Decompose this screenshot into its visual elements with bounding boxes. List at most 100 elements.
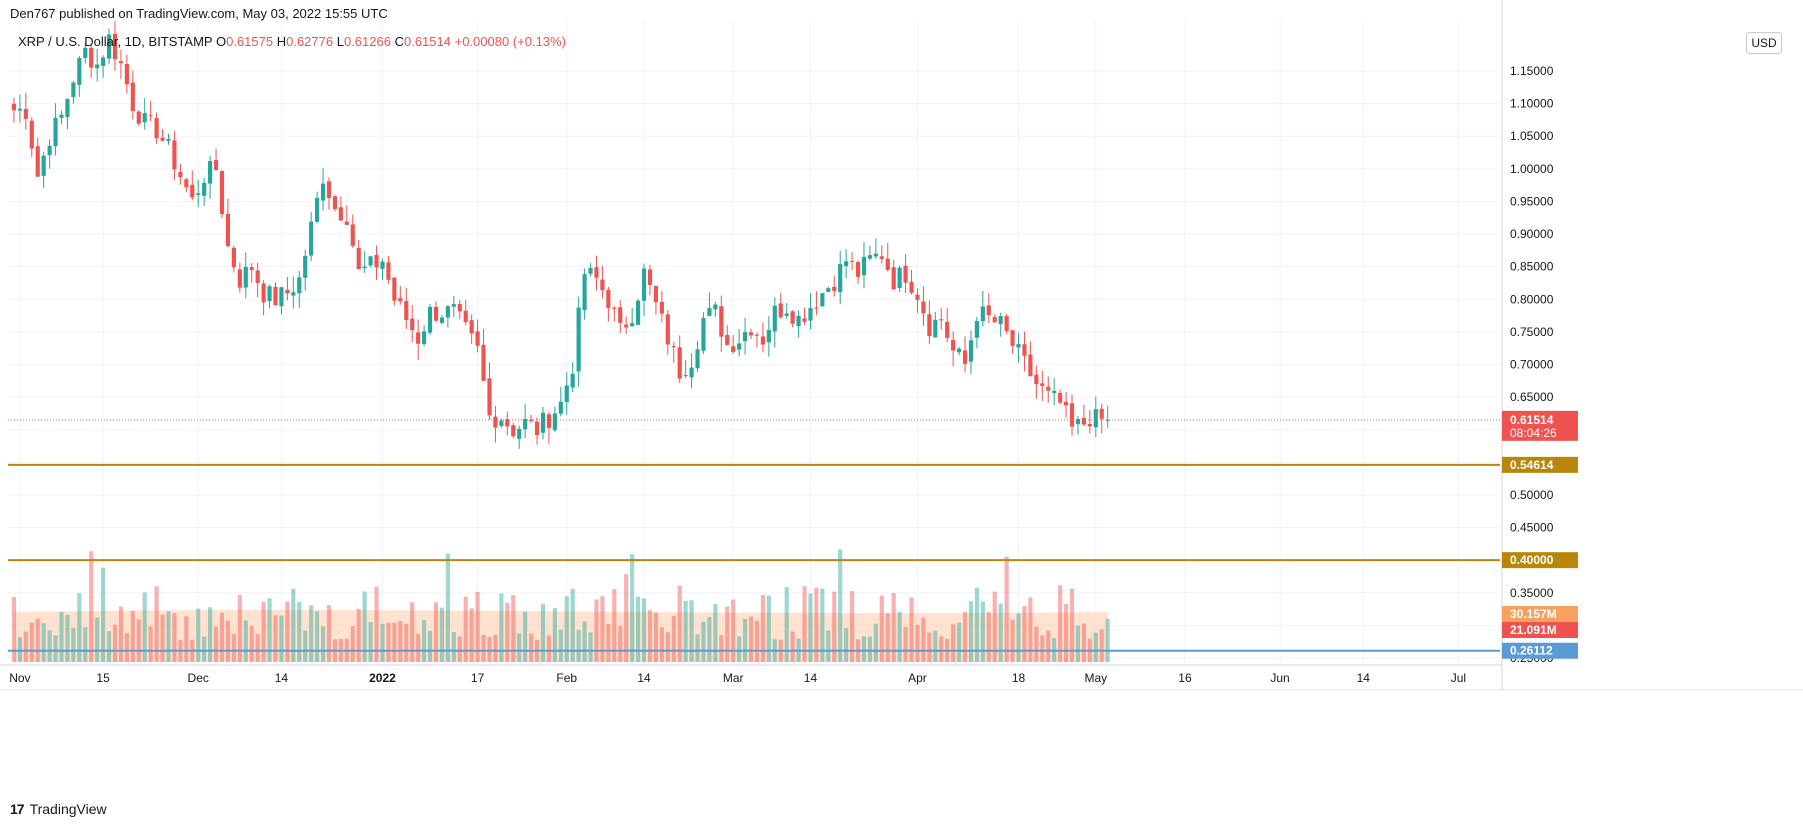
footer-brand[interactable]: TradingView bbox=[29, 801, 107, 817]
volume-bar bbox=[861, 636, 867, 662]
candle-body bbox=[933, 319, 938, 338]
price-tick-label: 0.65000 bbox=[1510, 390, 1554, 404]
volume-bar bbox=[594, 599, 599, 662]
volume-bar bbox=[974, 587, 979, 662]
price-tick-label: 0.90000 bbox=[1510, 227, 1554, 241]
close-value: 0.61514 bbox=[403, 34, 451, 49]
volume-bar bbox=[867, 636, 872, 662]
price-tick-label: 0.75000 bbox=[1510, 325, 1554, 339]
volume-bar bbox=[885, 613, 890, 662]
candle-body bbox=[784, 313, 789, 316]
volume-bar bbox=[766, 595, 771, 662]
volume-bar bbox=[71, 627, 76, 662]
candle-body bbox=[404, 301, 409, 320]
volume-bar bbox=[1093, 632, 1098, 662]
volume-bar bbox=[89, 551, 94, 662]
volume-bar bbox=[481, 634, 486, 662]
candle-body bbox=[962, 350, 968, 364]
candle-body bbox=[618, 307, 623, 323]
volume-bar bbox=[1034, 626, 1039, 662]
candle-body bbox=[315, 197, 320, 222]
time-tick-label: Jun bbox=[1270, 671, 1289, 685]
candle-body bbox=[909, 281, 914, 293]
volume-bar bbox=[1028, 597, 1033, 662]
time-tick-label: 14 bbox=[804, 671, 818, 685]
high-value: 0.62776 bbox=[286, 34, 334, 49]
candle-body bbox=[796, 316, 801, 327]
tradingview-logo-icon[interactable]: 17 bbox=[10, 801, 25, 817]
candle-body bbox=[748, 332, 754, 336]
volume-bar bbox=[1105, 618, 1110, 662]
volume-bar bbox=[695, 634, 700, 662]
volume-bar bbox=[1075, 625, 1081, 662]
time-tick-label: Apr bbox=[908, 671, 927, 685]
candle-body bbox=[1058, 392, 1063, 403]
candle-body bbox=[225, 213, 231, 247]
volume-bar bbox=[921, 617, 926, 662]
candle-body bbox=[630, 323, 635, 327]
candle-body bbox=[89, 47, 94, 68]
candle-body bbox=[261, 283, 266, 303]
candle-body bbox=[588, 267, 593, 274]
candle-body bbox=[202, 182, 207, 196]
candle-body bbox=[469, 320, 474, 334]
currency-button[interactable]: USD bbox=[1746, 32, 1782, 54]
candle-body bbox=[832, 286, 837, 291]
candle-body bbox=[338, 207, 343, 221]
volume-bar bbox=[612, 589, 617, 662]
candle-body bbox=[540, 412, 546, 433]
volume-bar bbox=[41, 623, 46, 662]
candle-body bbox=[505, 419, 510, 427]
candle-body bbox=[844, 261, 849, 267]
candle-body bbox=[243, 266, 248, 288]
candle-body bbox=[606, 289, 611, 308]
time-tick-label: 18 bbox=[1012, 671, 1026, 685]
volume-bar bbox=[546, 635, 552, 662]
time-tick-label: Feb bbox=[556, 671, 577, 685]
candle-body bbox=[136, 111, 141, 124]
candle-body bbox=[350, 224, 355, 246]
candle-body bbox=[11, 103, 17, 111]
candle-body bbox=[190, 184, 195, 198]
candle-body bbox=[166, 138, 171, 141]
candle-body bbox=[160, 137, 165, 141]
low-value: 0.61266 bbox=[343, 34, 391, 49]
candle-body bbox=[255, 270, 260, 284]
volume-bar bbox=[1058, 585, 1063, 662]
candle-body bbox=[439, 317, 445, 323]
volume-bar bbox=[903, 626, 908, 662]
volume-bar bbox=[832, 591, 837, 662]
volume-bar bbox=[511, 595, 516, 662]
candle-body bbox=[1046, 386, 1051, 391]
candle-body bbox=[1040, 383, 1045, 386]
time-tick-label: Mar bbox=[723, 671, 744, 685]
candle-body bbox=[737, 343, 742, 350]
volume-bar bbox=[315, 611, 320, 662]
candle-body bbox=[1016, 344, 1021, 348]
volume-bar bbox=[849, 591, 855, 662]
volume-bar bbox=[427, 630, 433, 662]
candle-body bbox=[285, 289, 290, 294]
time-tick-label: 2022 bbox=[369, 671, 396, 685]
volume-bar bbox=[748, 616, 754, 662]
price-tick-label: 0.35000 bbox=[1510, 586, 1554, 600]
candle-body bbox=[106, 34, 112, 59]
volume-bar bbox=[505, 602, 510, 662]
volume-bar bbox=[1063, 604, 1069, 662]
candle-body bbox=[475, 331, 480, 346]
volume-bar bbox=[962, 611, 968, 662]
candle-body bbox=[77, 58, 82, 85]
volume-bar bbox=[588, 632, 593, 662]
symbol-name[interactable]: XRP / U.S. Dollar, 1D, BITSTAMP bbox=[18, 34, 213, 49]
candle-body bbox=[29, 120, 34, 149]
candle-body bbox=[386, 262, 391, 280]
volume-bar bbox=[677, 585, 682, 662]
open-value: 0.61575 bbox=[226, 34, 274, 49]
candle-body bbox=[309, 221, 314, 256]
price-tick-label: 1.10000 bbox=[1510, 97, 1554, 111]
candle-body bbox=[956, 348, 962, 353]
candle-body bbox=[766, 330, 771, 343]
volume-bar bbox=[95, 617, 100, 662]
volume-bar bbox=[362, 591, 367, 662]
